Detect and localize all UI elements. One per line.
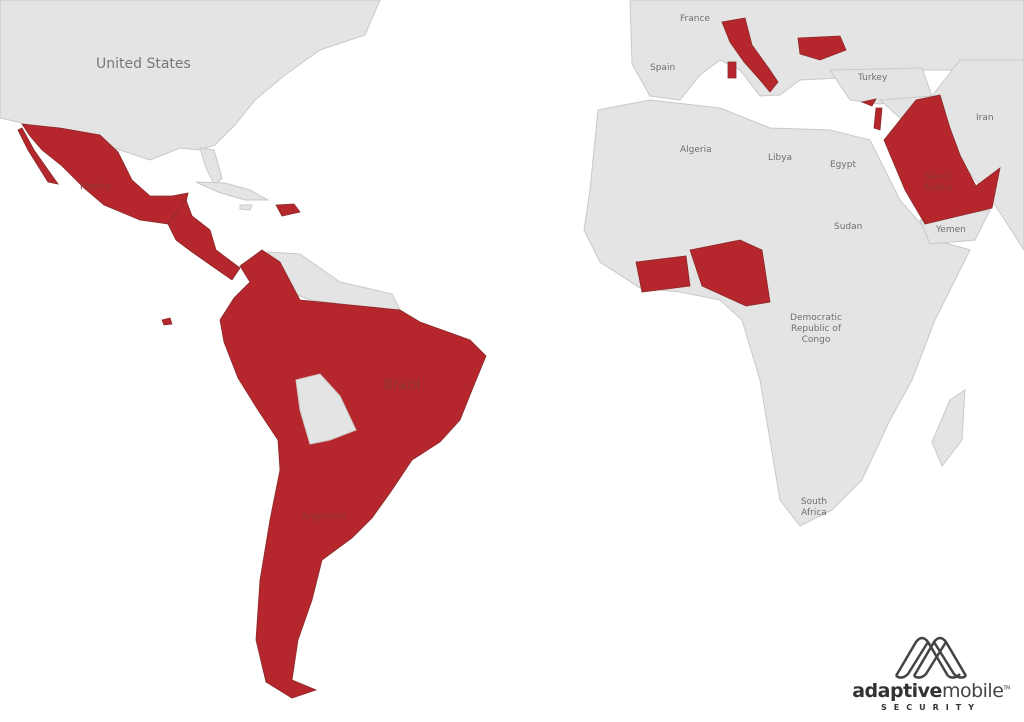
label-mexico: Mexico	[80, 182, 112, 192]
region-south-america	[219, 249, 487, 699]
label-argentina: Argentina	[302, 512, 346, 522]
region-jamaica	[239, 204, 253, 211]
logo-mark-icon	[894, 636, 968, 679]
region-bulgaria	[797, 35, 847, 61]
label-turkey: Turkey	[858, 73, 888, 83]
region-west-africa-1	[635, 255, 691, 293]
label-algeria: Algeria	[680, 145, 712, 155]
label-france: France	[680, 14, 710, 24]
region-levant	[873, 107, 883, 131]
region-madagascar	[931, 389, 966, 467]
logo-brand-light: mobile	[941, 680, 1004, 702]
region-baja	[17, 127, 59, 185]
region-west-africa-2	[689, 239, 771, 307]
label-iran: Iran	[976, 113, 994, 123]
region-galapagos	[161, 317, 173, 326]
logo-brand-bold: adaptive	[852, 680, 942, 702]
label-egypt: Egypt	[830, 160, 856, 170]
label-spain: Spain	[650, 63, 676, 73]
label-drc: Democratic Republic of Congo	[790, 313, 842, 345]
label-united-states: United States	[96, 56, 191, 72]
region-dominican-republic	[275, 203, 301, 217]
region-sardinia	[727, 61, 737, 79]
adaptivemobile-logo: adaptivemobileTM SECURITY	[846, 634, 1016, 716]
label-south-africa: South Africa	[800, 497, 828, 518]
region-cyprus	[860, 98, 877, 107]
region-cuba	[195, 181, 270, 201]
logo-trademark: TM	[1003, 685, 1010, 692]
region-arabian-peninsula	[883, 94, 1001, 225]
label-yemen: Yemen	[936, 225, 966, 235]
logo-wordmark: adaptivemobileTM	[846, 680, 1016, 702]
region-central-america	[167, 199, 241, 281]
label-libya: Libya	[768, 153, 793, 163]
region-bolivia	[295, 373, 357, 445]
label-brazil: Brazil	[384, 378, 421, 393]
label-saudi-arabia: Saudi Arabia	[923, 172, 953, 193]
logo-tagline: SECURITY	[881, 703, 981, 712]
region-italy	[721, 17, 779, 93]
region-florida	[199, 147, 223, 187]
label-sudan: Sudan	[834, 222, 863, 232]
